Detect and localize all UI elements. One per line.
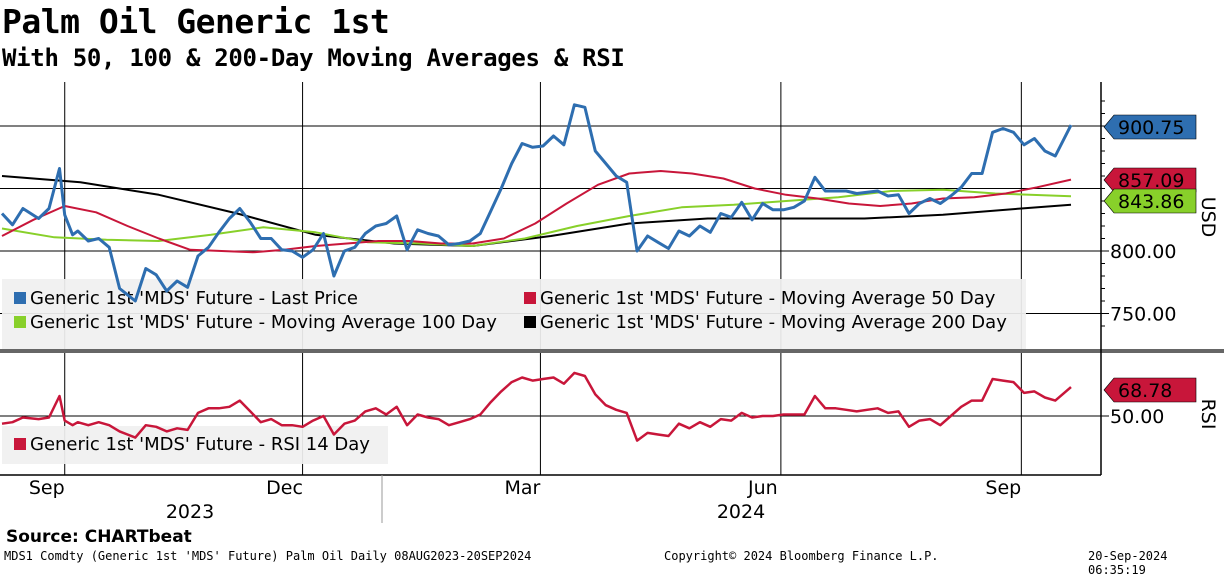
series-line-price-2 [1,188,1072,247]
timestamp-footnote: 20-Sep-2024 06:35:19 [1088,549,1168,577]
x-tick-label: Jun [747,477,778,499]
rsi-legend-box [2,426,388,464]
gridlines [0,82,1101,475]
series-line-price-0 [0,103,1073,303]
last-value-tag [1103,167,1197,193]
chart-title: Palm Oil Generic 1st [2,2,390,41]
series-line-price-3 [1,175,1072,247]
y-tick-label: 750.00 [1110,304,1176,326]
copyright-footnote: Copyright© 2024 Bloomberg Finance L.P. [664,549,939,563]
legend: Generic 1st 'MDS' Future - Last Price Gen… [2,279,1026,464]
x-tick-label: Sep [985,477,1021,499]
ticker-footnote: MDS1 Comdty (Generic 1st 'MDS' Future) P… [4,549,532,563]
last-value-tag [1103,377,1197,403]
y-axis-title: USD [1197,197,1219,238]
last-value-label: 900.75 [1118,117,1184,139]
y-axis-title: RSI [1197,399,1219,430]
last-value-label: 857.09 [1118,170,1184,192]
legend-swatch [524,316,536,328]
series-line-rsi-0 [1,371,1072,442]
legend-label: Generic 1st 'MDS' Future - Last Price [30,288,358,309]
x-tick-label: Mar [504,477,540,499]
chart-subtitle: With 50, 100 & 200-Day Moving Averages &… [2,44,625,72]
y-tick-label: 800.00 [1110,241,1176,263]
legend-label: Generic 1st 'MDS' Future - RSI 14 Day [30,434,370,455]
last-value-tag [1103,114,1197,140]
source-label: Source: CHARTbeat [6,527,192,547]
chart-frame [0,82,1224,523]
legend-swatch [14,438,26,450]
legend-swatch [14,292,26,304]
x-year-label: 2024 [717,501,765,523]
legend-label: Generic 1st 'MDS' Future - Moving Averag… [30,312,497,333]
axes: 750.00 800.00 50.00 USD RSI 900.75 857.09843.8… [29,100,1219,523]
legend-swatch [14,316,26,328]
series-lines [0,103,1073,442]
y-tick-label: 50.00 [1110,406,1164,428]
legend-swatch [524,292,536,304]
legend-label: Generic 1st 'MDS' Future - Moving Averag… [540,288,996,309]
last-value-label: 68.78 [1118,380,1172,402]
last-value-label: 843.86 [1118,191,1184,213]
x-year-label: 2023 [166,501,214,523]
price-legend-box [2,279,1026,349]
last-value-tag [1103,188,1197,214]
legend-label: Generic 1st 'MDS' Future - Moving Averag… [540,312,1007,333]
series-line-price-1 [1,170,1072,254]
x-tick-label: Dec [266,477,303,499]
x-tick-label: Sep [29,477,65,499]
